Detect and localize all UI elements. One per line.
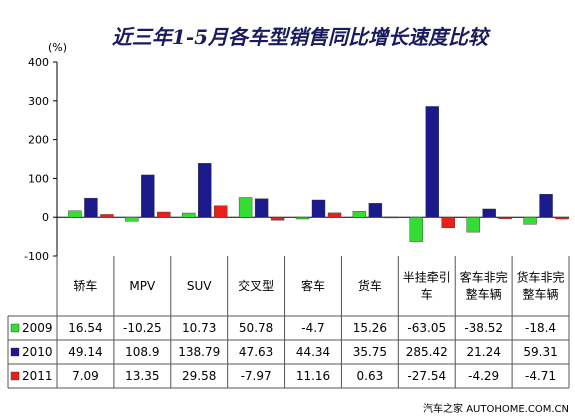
data-label: 49.14	[68, 345, 102, 359]
bar-2010	[198, 163, 212, 218]
data-label: 15.26	[353, 321, 387, 335]
data-label: 13.35	[125, 369, 159, 383]
bar-2010	[141, 174, 155, 218]
data-label: 108.9	[125, 345, 159, 359]
legend-label-2009: 2009	[22, 321, 53, 335]
category-label: MPV	[129, 279, 156, 293]
bar-2009	[125, 216, 139, 222]
data-label: 0.63	[357, 369, 384, 383]
category-label: SUV	[187, 279, 212, 293]
bar-2009	[238, 197, 253, 218]
bar-2011	[441, 216, 455, 229]
data-label: -38.52	[464, 321, 503, 335]
category-label: 整车辆	[523, 287, 559, 302]
chart-title: 近三年1-5月各车型销售同比增长速度比较	[112, 25, 491, 49]
bar-2009	[68, 210, 82, 218]
legend-label-2011: 2011	[22, 369, 53, 383]
bar-2009	[409, 216, 423, 242]
data-label: 47.63	[239, 345, 273, 359]
y-tick-label: -100	[24, 250, 49, 263]
data-label: 7.09	[72, 369, 99, 383]
bar-2009	[523, 216, 537, 225]
bar-2009	[295, 216, 310, 220]
watermark: 汽车之家 AUTOHOME.COM.CN	[423, 402, 569, 415]
category-label: 整车辆	[466, 287, 502, 302]
legend-swatch-2011	[10, 371, 20, 381]
bar-2010	[425, 106, 439, 218]
bar-2011	[327, 212, 342, 218]
bar-2010	[368, 203, 383, 218]
data-label: 11.16	[296, 369, 330, 383]
bar-2011	[157, 211, 171, 218]
data-label: 138.79	[178, 345, 220, 359]
axis-layer: 400 300 200 100 0 -100	[24, 56, 569, 263]
data-label: 285.42	[406, 345, 448, 359]
bar-2011	[384, 216, 399, 219]
y-tick-label: 0	[42, 211, 49, 224]
category-label: 客车非完	[460, 270, 508, 285]
data-label: 44.34	[296, 345, 330, 359]
y-tick-label: 200	[28, 134, 49, 147]
category-label: 车	[421, 287, 433, 302]
bar-2009	[352, 211, 367, 218]
bar-2010	[311, 199, 326, 218]
category-label: 交叉型	[238, 278, 274, 293]
bar-2011	[498, 216, 512, 220]
data-label: 10.73	[182, 321, 216, 335]
data-label: -7.97	[241, 369, 272, 383]
y-unit-label: (%)	[48, 41, 67, 54]
data-label: 50.78	[239, 321, 273, 335]
data-label: -4.71	[525, 369, 556, 383]
bar-2010	[254, 198, 269, 218]
data-label: -63.05	[407, 321, 446, 335]
bar-2011	[270, 216, 285, 221]
category-label: 轿车	[73, 278, 97, 293]
legend-swatch-2009	[10, 323, 20, 333]
data-label: 29.58	[182, 369, 216, 383]
bar-2010	[482, 208, 496, 218]
bar-2011	[100, 214, 114, 218]
bar-2011	[214, 205, 228, 218]
data-label: 21.24	[466, 345, 500, 359]
data-label: -4.7	[301, 321, 324, 335]
legend-swatch-2010	[10, 347, 20, 357]
y-tick-label: 300	[28, 95, 49, 108]
category-label: 半挂牵引	[403, 271, 451, 285]
category-label: 货车	[358, 278, 382, 293]
bar-2011	[555, 216, 569, 220]
bar-2009	[182, 212, 196, 218]
bar-2010	[84, 197, 98, 218]
bar-layer	[68, 106, 569, 242]
bar-2009	[466, 216, 480, 233]
data-label: 59.31	[523, 345, 557, 359]
legend-label-2010: 2010	[22, 345, 53, 359]
data-label: -4.29	[468, 369, 499, 383]
category-label: 货车非完	[517, 270, 565, 285]
y-tick-label: 100	[28, 172, 49, 185]
data-label: -27.54	[407, 369, 446, 383]
data-label: -18.4	[525, 321, 556, 335]
y-tick-label: 400	[28, 56, 49, 69]
data-label: 35.75	[353, 345, 387, 359]
data-label: -10.25	[123, 321, 162, 335]
category-label: 客车	[301, 278, 325, 293]
data-label: 16.54	[68, 321, 102, 335]
bar-2010	[539, 193, 553, 218]
